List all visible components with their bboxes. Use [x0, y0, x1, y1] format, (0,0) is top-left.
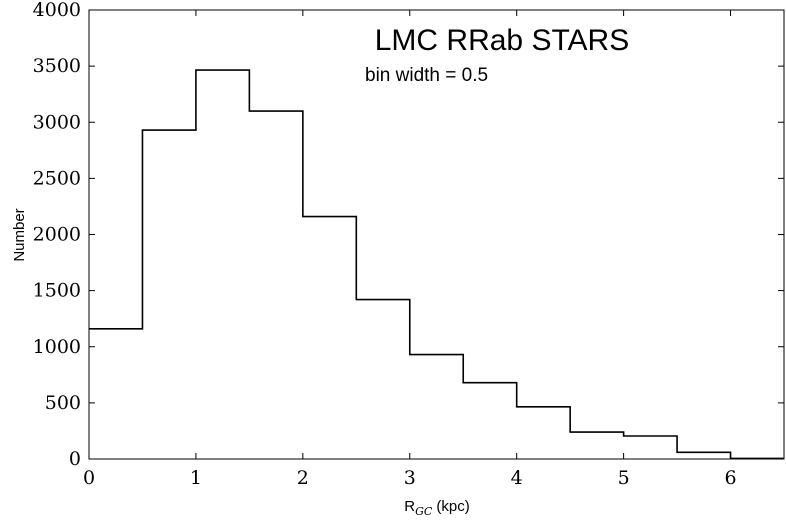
x-tick-label: 6 — [724, 467, 736, 489]
chart-subtitle: bin width = 0.5 — [365, 65, 488, 86]
y-axis-label: Number — [11, 208, 28, 261]
histogram-bar — [570, 432, 623, 459]
y-tick-label: 2000 — [33, 224, 81, 246]
x-tick-label: 1 — [190, 467, 202, 489]
y-tick-label: 1000 — [33, 336, 81, 358]
y-axis: 0 500 1000 1500 2000 2500 3000 3500 4000 — [33, 0, 784, 470]
histogram-bar — [356, 300, 409, 459]
histogram-bar — [89, 329, 142, 459]
histogram-bar — [303, 217, 356, 459]
histogram-bins — [89, 70, 784, 459]
x-tick-label: 2 — [297, 467, 309, 489]
x-axis-label-units: (kpc) — [436, 498, 469, 515]
y-tick-label: 4000 — [33, 0, 81, 21]
histogram-step-line — [89, 69, 784, 460]
x-tick-label: 0 — [83, 467, 95, 489]
x-tick-label: 4 — [511, 467, 523, 489]
histogram-bar — [517, 407, 570, 459]
x-tick-label: 3 — [404, 467, 416, 489]
y-tick-label: 500 — [45, 392, 81, 414]
histogram-bar — [463, 383, 516, 459]
y-tick-label: 3000 — [33, 111, 81, 133]
histogram-bar — [677, 452, 730, 459]
y-tick-label: 2500 — [33, 167, 81, 189]
x-axis: 0 1 2 3 4 5 6 — [83, 10, 737, 489]
y-tick-label: 1500 — [33, 280, 81, 302]
x-axis-label-main: R — [404, 498, 415, 515]
histogram-bar — [624, 436, 677, 459]
x-tick-label: 5 — [618, 467, 630, 489]
histogram-bar — [410, 355, 463, 459]
y-tick-label: 3500 — [33, 55, 81, 77]
histogram-bar — [142, 130, 195, 459]
y-tick-label: 0 — [69, 448, 81, 470]
histogram-bar — [196, 70, 249, 459]
x-axis-label: RGC (kpc) — [404, 498, 469, 518]
histogram-bar — [731, 458, 784, 459]
histogram-bar — [249, 111, 302, 459]
chart-title: LMC RRab STARS — [375, 24, 630, 57]
x-axis-label-subscript: GC — [415, 505, 433, 518]
